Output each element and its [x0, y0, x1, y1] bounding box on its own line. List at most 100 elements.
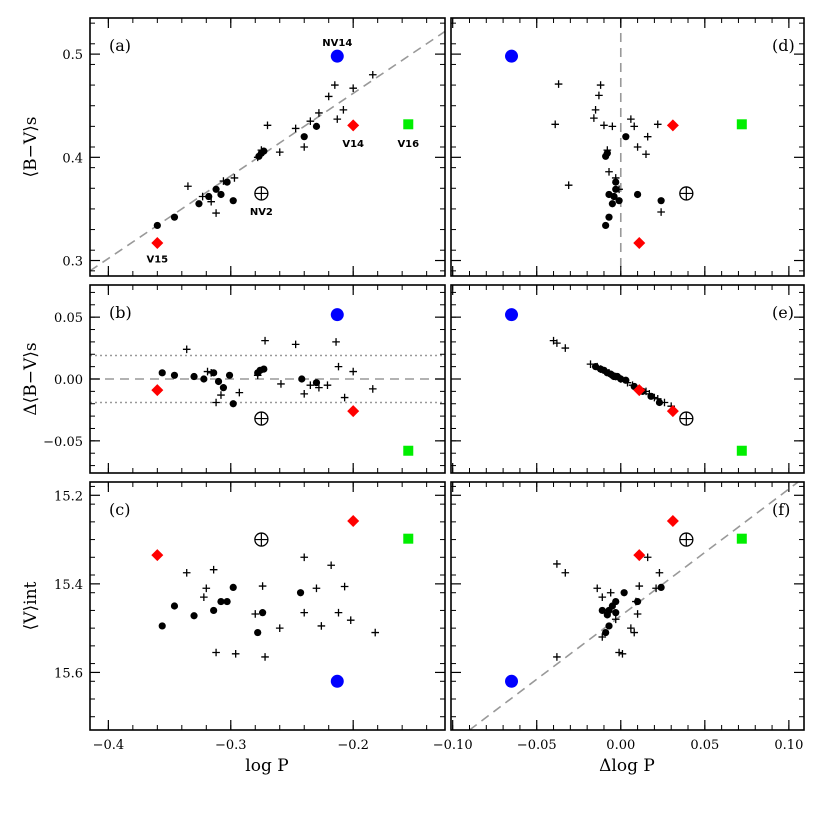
cross-marker: [633, 143, 642, 151]
cross-marker: [209, 565, 218, 574]
blue-marker: [505, 49, 519, 63]
panel-b: 0.05 0.00 −0.05 (b): [43, 284, 446, 474]
green-square-marker: [736, 445, 747, 456]
cross-marker: [346, 616, 355, 624]
dot-marker: [622, 376, 630, 384]
dot-marker: [605, 622, 613, 630]
x-tick-label: −0.10: [433, 738, 473, 753]
y-tick-label: 15.4: [54, 578, 83, 593]
green-square-marker: [736, 119, 747, 130]
dot-marker: [312, 379, 321, 387]
cross-marker: [598, 633, 607, 641]
panel-frame: [450, 17, 805, 277]
panel-plot-area: NV14 V14 V16 NV2 V15: [90, 30, 445, 272]
cross-marker: [606, 588, 615, 597]
cross-marker: [333, 115, 342, 123]
cross-marker: [300, 390, 309, 398]
x-tick-label: 0.00: [606, 738, 635, 753]
red-diamond-marker: [633, 384, 646, 397]
panel-label-a: (a): [109, 36, 131, 55]
dot-marker: [223, 178, 231, 186]
dot-marker: [615, 197, 623, 205]
open-circle-marker: [254, 186, 269, 201]
dot-marker: [225, 371, 234, 379]
cross-marker: [182, 345, 191, 354]
dot-marker: [300, 133, 308, 141]
cross-marker: [306, 117, 315, 125]
cross-marker: [598, 593, 607, 601]
dot-marker: [195, 200, 203, 208]
cross-marker: [263, 121, 272, 130]
cross-marker: [371, 628, 380, 637]
blue-marker: [330, 674, 344, 688]
y-tick-label: 15.6: [54, 666, 83, 681]
annotation-label: V16: [397, 139, 419, 150]
cross-marker: [261, 336, 269, 345]
cross-marker: [184, 182, 192, 191]
dot-marker: [647, 392, 655, 400]
dot-marker: [608, 200, 616, 208]
y-axis-label-a: ⟨B−V⟩s: [21, 116, 41, 177]
cross-marker: [212, 398, 220, 407]
panel-label-c: (c): [109, 500, 130, 519]
dot-marker: [620, 589, 628, 597]
red-diamond-marker: [347, 119, 360, 132]
dot-marker: [223, 597, 231, 606]
cross-marker: [596, 81, 605, 89]
cross-marker: [275, 148, 284, 156]
green-square-marker: [403, 119, 414, 130]
panel-frame: [450, 481, 805, 731]
red-diamond-marker: [347, 405, 360, 418]
cross-marker: [327, 561, 335, 570]
open-circle-marker: [254, 532, 269, 547]
x-tick-label: −0.4: [93, 738, 125, 753]
cross-marker: [334, 608, 343, 617]
cross-marker: [551, 120, 560, 129]
panel-label-d: (d): [772, 36, 795, 55]
dot-marker: [217, 190, 225, 199]
fit-line: [90, 30, 445, 272]
open-circle-cross: [679, 412, 693, 426]
cross-marker: [591, 106, 600, 114]
cross-marker: [277, 380, 285, 388]
dot-marker: [158, 622, 166, 630]
dot-marker: [655, 398, 664, 407]
open-circle-marker: [679, 411, 694, 426]
cross-marker: [315, 109, 323, 117]
cross-marker: [608, 122, 617, 131]
cross-marker: [300, 553, 309, 562]
y-tick-label: 0.05: [54, 311, 83, 326]
panel-plot-area: [505, 308, 747, 456]
x-tick-label: −0.05: [517, 738, 557, 753]
dot-marker: [260, 365, 268, 373]
cross-marker: [642, 150, 650, 159]
blue-marker: [505, 674, 519, 688]
cross-marker: [275, 624, 284, 632]
x-tick-label: −0.3: [215, 738, 247, 753]
cross-marker: [340, 582, 349, 591]
cross-marker: [331, 81, 339, 89]
open-circle-cross: [254, 186, 268, 200]
dot-marker: [170, 371, 179, 379]
open-circle-cross: [679, 186, 693, 200]
panel-f: −0.10 −0.05 0.00 0.05 0.10 (f): [433, 481, 805, 753]
red-diamond-marker: [666, 119, 679, 132]
blue-marker: [330, 308, 344, 322]
cross-marker: [312, 584, 321, 593]
cross-marker: [217, 391, 225, 399]
y-axis-label-b: Δ⟨B−V⟩s: [21, 342, 41, 415]
cross-marker: [261, 653, 269, 661]
x-tick-label: 0.05: [690, 738, 719, 753]
dot-marker: [229, 197, 237, 205]
dot-marker: [210, 369, 218, 377]
dot-marker: [229, 583, 237, 592]
cross-marker: [554, 80, 563, 88]
y-tick-label: 0.5: [62, 48, 83, 63]
cross-marker: [611, 615, 620, 624]
fit-line: [469, 482, 800, 730]
x-tick-label: −0.2: [337, 738, 369, 753]
panel-plot-area: [505, 18, 747, 276]
green-square-marker: [403, 533, 414, 544]
cross-marker: [300, 608, 309, 617]
